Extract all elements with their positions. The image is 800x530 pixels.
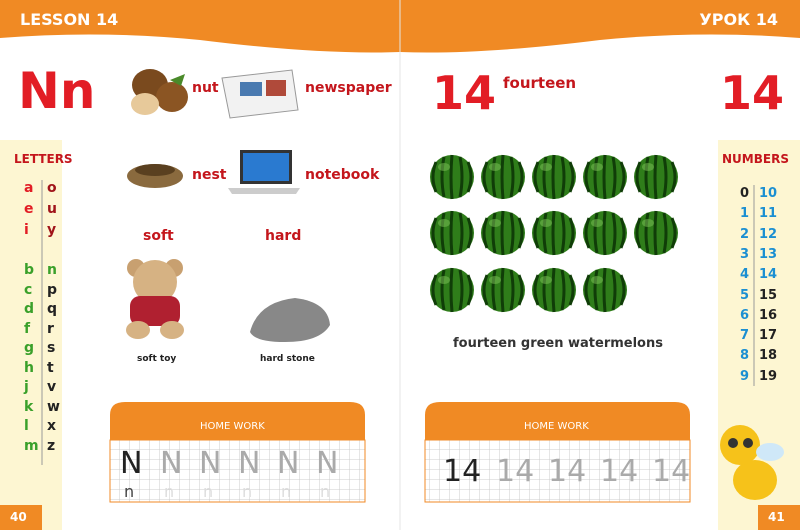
vowel: u bbox=[47, 201, 57, 217]
word: newspaper bbox=[305, 80, 392, 96]
trace-sample: N bbox=[120, 446, 143, 481]
consonant: p bbox=[47, 281, 58, 298]
consonant: f bbox=[24, 320, 31, 337]
number-cell: 6 bbox=[739, 307, 749, 323]
consonant: g bbox=[24, 340, 35, 356]
number-cell: 0 bbox=[739, 186, 749, 201]
vowel: o bbox=[47, 180, 57, 196]
consonant: l bbox=[24, 418, 29, 434]
number-cell: 17 bbox=[759, 328, 778, 344]
consonant: x bbox=[47, 418, 57, 434]
trace-letter: n bbox=[242, 482, 253, 501]
consonant: r bbox=[47, 320, 54, 337]
number-cell: 19 bbox=[759, 368, 778, 384]
header-left: LESSON 14 bbox=[20, 10, 119, 29]
number-cell: 5 bbox=[739, 287, 749, 303]
consonant: n bbox=[47, 262, 57, 278]
lesson-letter: Nn bbox=[18, 62, 96, 120]
number-word: fourteen bbox=[503, 74, 577, 92]
number-cell: 3 bbox=[739, 246, 749, 262]
number-cell: 7 bbox=[739, 328, 749, 344]
consonant: s bbox=[47, 340, 56, 356]
number-cell: 16 bbox=[759, 307, 778, 323]
number-cell: 15 bbox=[759, 287, 778, 303]
number-cell: 1 bbox=[739, 206, 749, 222]
caption: fourteen green watermelons bbox=[453, 336, 663, 351]
consonant: m bbox=[24, 437, 39, 454]
number-cell: 2 bbox=[739, 226, 749, 242]
number-cell: 11 bbox=[759, 206, 778, 222]
adjective: hard bbox=[265, 228, 302, 244]
homework-title: HOME WORK bbox=[200, 421, 265, 432]
trace-sample: 14 bbox=[443, 454, 482, 489]
trace-letter: N bbox=[160, 446, 183, 481]
homework-title: HOME WORK bbox=[524, 421, 589, 432]
trace-number: 14 bbox=[652, 454, 691, 489]
trace-number: 14 bbox=[496, 454, 535, 489]
number: 14 bbox=[432, 66, 497, 120]
adjective: soft bbox=[143, 228, 174, 244]
word: notebook bbox=[305, 167, 380, 183]
consonant: v bbox=[47, 379, 57, 395]
number-cell: 12 bbox=[759, 226, 778, 242]
number-cell: 4 bbox=[739, 267, 749, 283]
consonant: c bbox=[24, 281, 33, 298]
word: nut bbox=[192, 80, 219, 96]
header-right: УРОК 14 bbox=[699, 10, 778, 29]
letters-title: LETTERS bbox=[14, 152, 73, 166]
trace-letter: N bbox=[277, 446, 300, 481]
consonant: j bbox=[24, 379, 29, 395]
vowel: a bbox=[24, 180, 34, 196]
big-number: 14 bbox=[720, 66, 785, 120]
consonant: q bbox=[47, 301, 58, 317]
consonant: t bbox=[47, 359, 54, 376]
numbers-title: NUMBERS bbox=[722, 152, 789, 166]
number-cell: 14 bbox=[759, 267, 778, 283]
consonant: z bbox=[47, 437, 56, 454]
trace-letter: n bbox=[320, 482, 331, 501]
vowel: i bbox=[24, 222, 29, 238]
trace-letter: n bbox=[164, 482, 175, 501]
vowel: y bbox=[47, 222, 57, 238]
page-number: 40 bbox=[10, 510, 27, 524]
caption: soft toy bbox=[137, 354, 177, 364]
trace-letter: N bbox=[238, 446, 261, 481]
trace-number: 14 bbox=[548, 454, 587, 489]
consonant: k bbox=[24, 398, 34, 415]
trace-letter: n bbox=[281, 482, 292, 501]
trace-letter: N bbox=[316, 446, 339, 481]
word: nest bbox=[192, 167, 227, 183]
number-cell: 13 bbox=[759, 246, 778, 262]
consonant: w bbox=[47, 398, 60, 415]
caption: hard stone bbox=[260, 354, 315, 364]
page-number: 41 bbox=[768, 510, 785, 524]
number-cell: 9 bbox=[739, 368, 749, 384]
consonant: b bbox=[24, 262, 35, 278]
consonant: d bbox=[24, 301, 35, 317]
consonant: h bbox=[24, 359, 34, 376]
trace-letter: N bbox=[199, 446, 222, 481]
number-cell: 10 bbox=[759, 186, 778, 201]
trace-sample: n bbox=[124, 482, 135, 501]
number-cell: 8 bbox=[739, 348, 749, 364]
trace-number: 14 bbox=[600, 454, 639, 489]
trace-letter: n bbox=[203, 482, 214, 501]
number-cell: 18 bbox=[759, 348, 778, 364]
vowel: e bbox=[24, 201, 34, 217]
